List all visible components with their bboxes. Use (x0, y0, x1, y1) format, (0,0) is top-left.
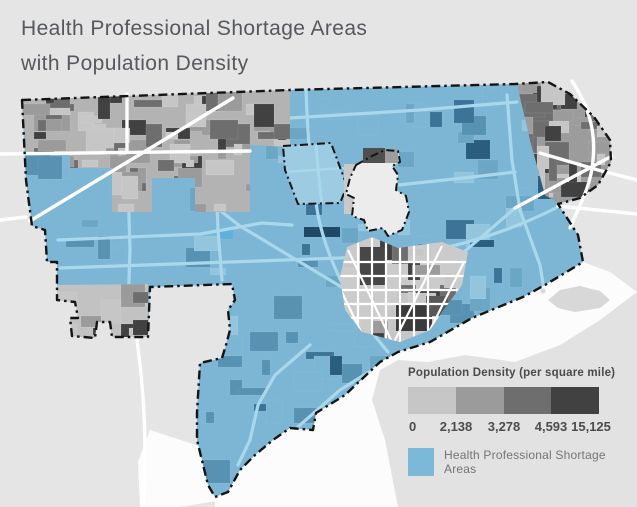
hpsa-label: Health Professional Shortage Areas (444, 448, 606, 476)
roads-white (0, 79, 637, 507)
hpsa-swatch (408, 448, 434, 476)
city-shortage-area-fill (22, 82, 611, 497)
density-legend-title: Population Density (per square mile) (408, 367, 616, 379)
tick-3278: 3,278 (487, 419, 521, 434)
density-color-ramp (408, 387, 599, 414)
hamtramck-enclave (344, 148, 410, 237)
tick-15125: 15,125 (571, 419, 611, 434)
ramp-cell-2 (455, 387, 504, 414)
city-boundary-dashed (20, 80, 613, 499)
ramp-cell-3 (503, 387, 552, 414)
legend: Population Density (per square mile) 0 2… (404, 367, 634, 476)
downtown-street-grid (340, 238, 468, 342)
density-tick-labels: 0 2,138 3,278 4,593 15,125 (408, 419, 611, 435)
ramp-cell-4 (551, 387, 599, 414)
belle-isle-island (540, 286, 610, 312)
tick-0: 0 (409, 419, 417, 434)
hpsa-legend-row: Health Professional Shortage Areas (408, 448, 634, 476)
ramp-cell-1 (408, 387, 456, 414)
tick-2138: 2,138 (439, 419, 473, 434)
tick-4593: 4,593 (534, 419, 568, 434)
highland-park-enclave (282, 142, 348, 205)
